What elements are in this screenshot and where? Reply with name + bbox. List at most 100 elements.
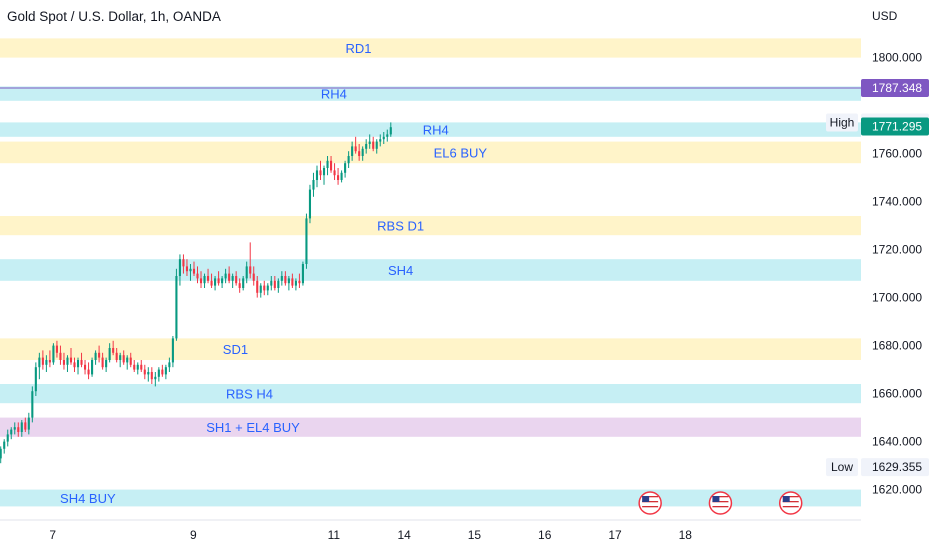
chart-title: Gold Spot / U.S. Dollar, 1h, OANDA [7, 9, 221, 24]
candle-body [231, 276, 234, 281]
x-tick-label: 14 [397, 528, 411, 542]
candle-body [41, 357, 44, 365]
zone-label: RH4 [423, 123, 449, 138]
price-tag-bg [826, 113, 858, 132]
time-axis[interactable]: 7 9 11 14 15 16 17 18 [0, 519, 861, 542]
candle-body [266, 285, 269, 291]
flag-stripe [782, 501, 799, 503]
candle-body [129, 357, 132, 365]
zone-label: EL6 BUY [434, 145, 488, 160]
zone-label: RH4 [321, 87, 347, 102]
flag-stripe [642, 503, 659, 505]
candle-body [45, 360, 48, 365]
candle-body [273, 280, 276, 288]
candle-body [319, 170, 322, 176]
candle-body [164, 367, 167, 375]
candle-body [382, 136, 385, 140]
candle-body [347, 156, 350, 164]
candle-body [358, 151, 361, 156]
zone-band [0, 259, 861, 281]
candle-body [277, 280, 280, 288]
events-layer [638, 491, 803, 515]
candle-body [31, 391, 34, 418]
candle-body [112, 348, 115, 353]
zone-band [0, 122, 861, 137]
price-badge-bg [861, 458, 929, 477]
currency-label: USD [872, 9, 898, 23]
x-tick-label: 11 [328, 528, 341, 542]
x-tick-label: 16 [538, 528, 552, 542]
candle-body [259, 285, 262, 293]
candle-body [221, 278, 224, 284]
candle-body [326, 160, 329, 168]
flag-ring [708, 491, 733, 515]
zone-labels-layer: RD1 RH4 RH4 EL6 BUY RBS D1 SH4 SD1 RBS H4 SH1 + … [60, 41, 487, 506]
y-tick-label: 1740.000 [872, 195, 922, 209]
candle-body [182, 259, 185, 267]
candle-body [245, 266, 248, 279]
x-tick-label: 9 [190, 528, 197, 542]
candle-body [263, 285, 266, 291]
candle-body [157, 369, 160, 377]
flag-stripe [782, 508, 799, 510]
candle-body [235, 276, 238, 284]
candle-body [344, 163, 347, 173]
y-tick-label: 1640.000 [872, 435, 922, 449]
flag-ring [638, 491, 662, 515]
candle-body [98, 352, 101, 358]
candle-body [66, 357, 69, 365]
candle-body [38, 357, 41, 368]
y-tick-label: 1760.000 [872, 147, 922, 161]
flag-canton [642, 496, 650, 502]
candle-body [171, 338, 174, 363]
candle-body [20, 422, 23, 432]
price-badge-text: 1771.295 [872, 119, 922, 133]
candle-body [17, 427, 20, 432]
candle-body [119, 355, 122, 360]
candle-body [354, 146, 357, 152]
candle-body [379, 139, 382, 142]
flag-stripe [782, 506, 799, 508]
price-tag-text: Low [831, 460, 853, 474]
x-tick-label: 17 [608, 528, 622, 542]
zone-band [0, 384, 861, 404]
candle-body [217, 278, 220, 284]
candle-body [126, 357, 129, 363]
zone-band [0, 38, 861, 58]
price-tag-bg [826, 458, 858, 477]
candle-body [308, 189, 312, 219]
candle-body [196, 273, 199, 279]
zones-layer [0, 38, 861, 507]
us-flag-icon [778, 491, 803, 515]
candle-body [386, 134, 389, 137]
candle-body [108, 348, 111, 360]
candle-body [83, 364, 87, 370]
candle-body [150, 372, 153, 380]
candle-body [154, 376, 157, 380]
flag-stripe [642, 501, 659, 503]
zone-label: RBS D1 [377, 219, 424, 234]
candle-body [48, 360, 51, 363]
candle-body [91, 360, 94, 375]
us-flag-icon [708, 491, 733, 515]
price-badge-bg [861, 117, 929, 136]
price-axis[interactable]: USD 1800.000 1760.000 1740.000 1720.000 1700… [872, 9, 922, 497]
candle-body [185, 266, 189, 272]
candle-body [143, 369, 146, 375]
flag-stripe [712, 498, 729, 500]
candle-body [249, 266, 252, 274]
candle-body [284, 276, 287, 284]
candle-body [0, 448, 2, 459]
candle-body [312, 180, 315, 190]
flag-canton [712, 496, 720, 502]
candle-body [315, 170, 319, 180]
candle-body [298, 280, 301, 284]
x-tick-label: 18 [679, 528, 693, 542]
candle-body [361, 148, 364, 156]
candle-body [133, 364, 136, 370]
flag-stripe [642, 506, 659, 508]
y-tick-label: 1680.000 [872, 339, 922, 353]
candle-body [115, 352, 118, 360]
zone-band [0, 216, 861, 236]
